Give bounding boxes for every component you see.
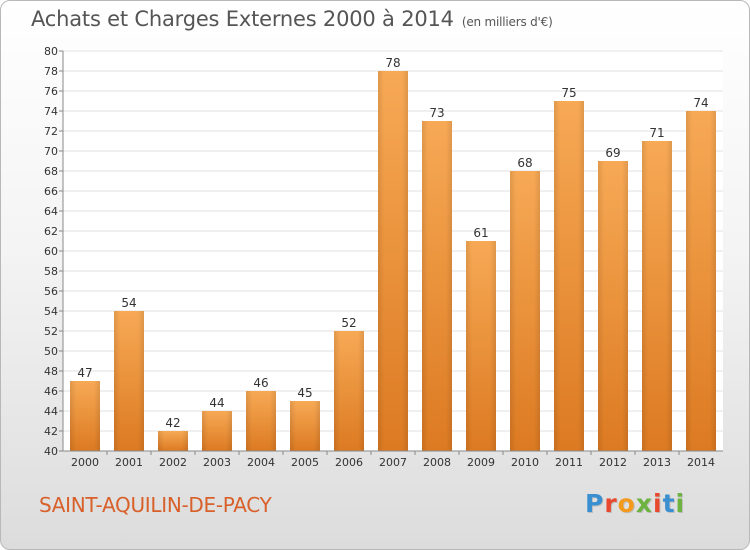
y-tick-label: 56 [44, 285, 58, 298]
bar-shade [642, 141, 672, 451]
bar-shade [70, 381, 100, 451]
y-tick-label: 42 [44, 425, 58, 438]
proxiti-logo[interactable]: Proxiti [585, 489, 685, 518]
x-tick-label: 2010 [511, 456, 539, 469]
x-tick-label: 2004 [247, 456, 275, 469]
y-tick-label: 40 [44, 445, 58, 458]
logo-letter: o [617, 489, 636, 518]
bar-shade [290, 401, 320, 451]
y-tick-label: 68 [44, 165, 58, 178]
logo-letter: r [604, 489, 618, 518]
bar-value-label: 68 [517, 156, 532, 170]
bar-value-label: 78 [385, 56, 400, 70]
y-tick-label: 62 [44, 225, 58, 238]
bar-shade [158, 431, 188, 451]
bar-value-label: 61 [473, 226, 488, 240]
y-tick-label: 74 [44, 105, 58, 118]
x-tick-label: 2003 [203, 456, 231, 469]
bar-shade [114, 311, 144, 451]
bars: 47 54 42 44 46 45 52 78 73 61 68 75 69 71 74 [70, 56, 716, 451]
bar-shade [686, 111, 716, 451]
y-tick-label: 70 [44, 145, 58, 158]
x-tick-label: 2001 [115, 456, 143, 469]
bar-shade [510, 171, 540, 451]
logo-letter: x [635, 489, 653, 518]
logo-letter: P [585, 489, 605, 518]
y-tick-label: 44 [44, 405, 58, 418]
y-tick-label: 60 [44, 245, 58, 258]
x-tick-label: 2006 [335, 456, 363, 469]
x-axis: 2000 2001 2002 2003 2004 2005 2006 2007 2008 2009… [63, 450, 723, 469]
bar-value-label: 52 [341, 316, 356, 330]
x-tick-label: 2008 [423, 456, 451, 469]
x-tick-label: 2005 [291, 456, 319, 469]
x-tick-label: 2012 [599, 456, 627, 469]
y-tick-label: 66 [44, 185, 58, 198]
chart-title-text: Achats et Charges Externes 2000 à 2014 [31, 7, 454, 31]
y-tick-label: 48 [44, 365, 58, 378]
bar-shade [422, 121, 452, 451]
x-tick-label: 2000 [71, 456, 99, 469]
logo-letter: t [662, 489, 676, 518]
bar-value-label: 54 [121, 296, 136, 310]
bar-shade [466, 241, 496, 451]
bar-value-label: 42 [165, 416, 180, 430]
logo-letter: i [675, 489, 686, 518]
bar-value-label: 75 [561, 86, 576, 100]
y-axis: 40 42 44 46 48 50 52 54 56 58 60 62 64 66 68 70 72 74 76 78… [44, 45, 64, 458]
x-tick-label: 2007 [379, 456, 407, 469]
y-tick-label: 64 [44, 205, 58, 218]
y-tick-label: 78 [44, 65, 58, 78]
chart-title: Achats et Charges Externes 2000 à 2014 (e… [31, 7, 553, 31]
y-tick-label: 72 [44, 125, 58, 138]
x-tick-label: 2014 [687, 456, 715, 469]
bar-shade [202, 411, 232, 451]
town-name: SAINT-AQUILIN-DE-PACY [39, 493, 272, 517]
x-tick-label: 2011 [555, 456, 583, 469]
bar-shade [334, 331, 364, 451]
bar-value-label: 47 [77, 366, 92, 380]
bar-value-label: 73 [429, 106, 444, 120]
y-tick-label: 76 [44, 85, 58, 98]
bar-shade [598, 161, 628, 451]
bar-value-label: 45 [297, 386, 312, 400]
chart-unit: (en milliers d'€) [461, 15, 553, 29]
y-tick-label: 54 [44, 305, 58, 318]
bar-value-label: 46 [253, 376, 268, 390]
x-tick-label: 2002 [159, 456, 187, 469]
y-tick-label: 46 [44, 385, 58, 398]
bar-value-label: 69 [605, 146, 620, 160]
bar-value-label: 71 [649, 126, 664, 140]
bar-shade [554, 101, 584, 451]
bar-value-label: 44 [209, 396, 224, 410]
logo-letter: i [653, 489, 663, 518]
bar-shade [246, 391, 276, 451]
y-tick-label: 58 [44, 265, 58, 278]
y-tick-label: 52 [44, 325, 58, 338]
y-tick-label: 80 [44, 45, 58, 58]
bar-shade [378, 71, 408, 451]
bar-value-label: 74 [693, 96, 708, 110]
y-tick-label: 50 [44, 345, 58, 358]
x-tick-label: 2009 [467, 456, 495, 469]
x-tick-label: 2013 [643, 456, 671, 469]
